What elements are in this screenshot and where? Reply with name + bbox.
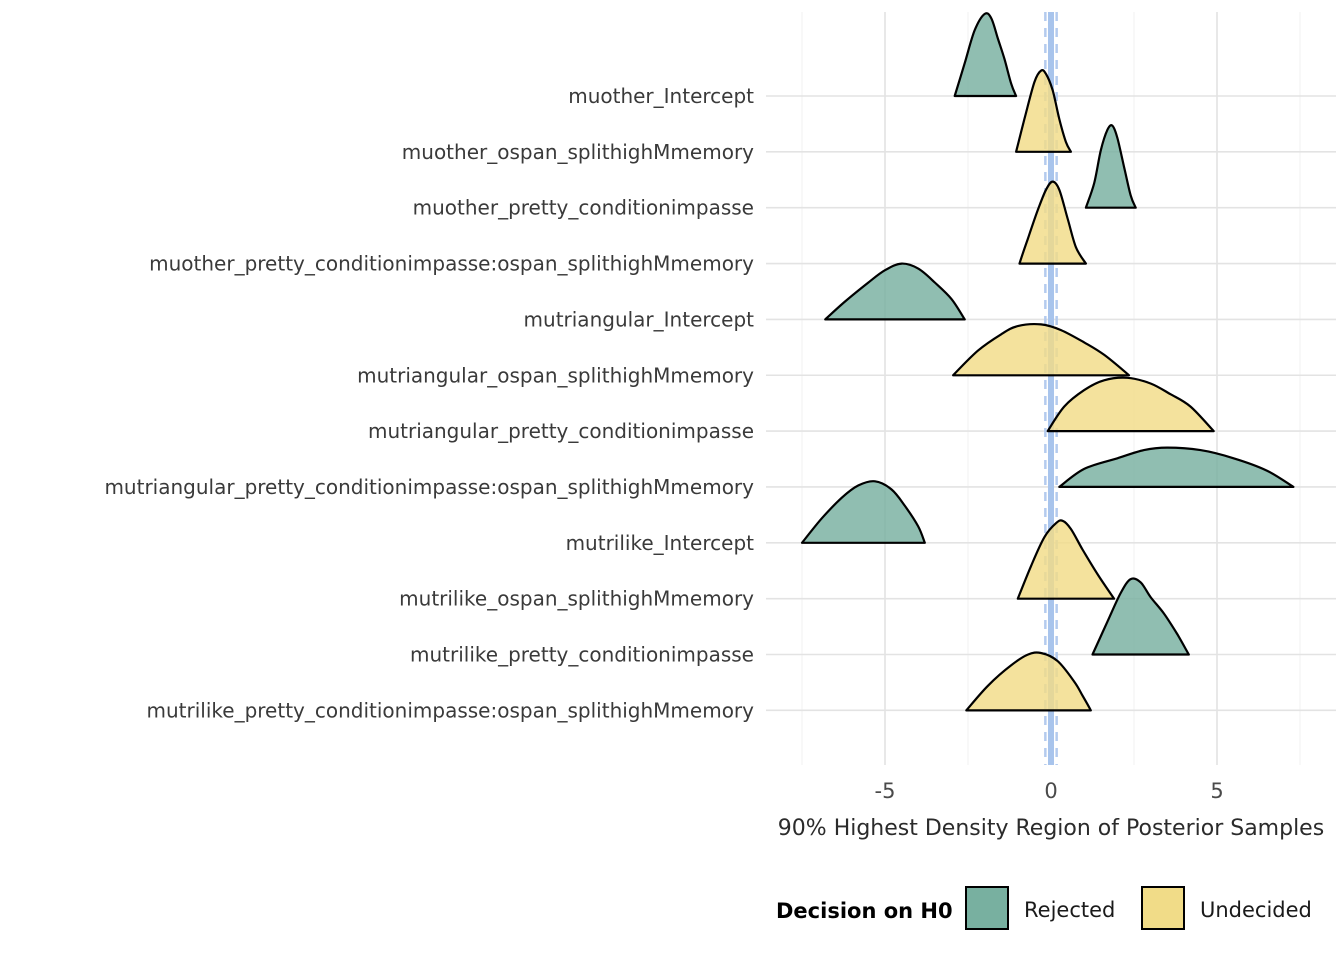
legend-items: Rejected Undecided — [965, 886, 1312, 930]
density-ridges — [800, 12, 1295, 712]
y-axis-label: mutriangular_pretty_conditionimpasse:osp… — [104, 475, 754, 499]
y-axis-label: mutrilike_pretty_conditionimpasse — [410, 643, 754, 667]
x-tick-label: -5 — [875, 779, 896, 803]
x-axis-ticks: -5 0 5 — [875, 779, 1224, 803]
legend: Decision on H0 Rejected Undecided — [776, 886, 1312, 930]
y-axis-label: mutriangular_ospan_splithighMmemory — [357, 363, 754, 387]
x-axis-title: 90% Highest Density Region of Posterior … — [778, 816, 1324, 841]
density-ridge — [824, 262, 966, 321]
density-ridge — [1058, 446, 1295, 488]
legend-label: Undecided — [1200, 898, 1312, 922]
density-ridge — [1046, 376, 1215, 433]
x-tick-label: 0 — [1044, 779, 1057, 803]
density-ridge — [952, 323, 1131, 377]
density-ridge — [1091, 577, 1190, 656]
legend-swatch — [965, 886, 1009, 930]
y-axis-label: mutrilike_pretty_conditionimpasse:ospan_… — [147, 698, 755, 722]
y-axis-label: mutriangular_Intercept — [524, 307, 755, 331]
legend-title: Decision on H0 — [776, 899, 953, 923]
y-axis-label: muother_pretty_conditionimpasse — [413, 196, 754, 220]
density-ridge — [1084, 124, 1137, 209]
density-ridge — [1016, 519, 1116, 600]
legend-swatch — [1141, 886, 1185, 930]
y-axis-label: muother_pretty_conditionimpasse:ospan_sp… — [149, 252, 754, 276]
density-ridge — [1018, 180, 1087, 265]
x-tick-label: 5 — [1210, 779, 1223, 803]
y-axis-label: mutriangular_pretty_conditionimpasse — [368, 419, 754, 443]
y-axis-label: mutrilike_ospan_splithighMmemory — [399, 587, 754, 611]
density-ridge — [1015, 69, 1072, 153]
y-axis-label: muother_ospan_splithighMmemory — [402, 140, 754, 164]
density-ridge — [965, 651, 1092, 712]
y-axis-labels: muother_Intercept muother_ospan_splithigh… — [104, 84, 754, 722]
density-ridge — [800, 480, 926, 544]
y-axis-label: muother_Intercept — [568, 84, 754, 108]
y-axis-label: mutrilike_Intercept — [566, 531, 755, 555]
density-ridge — [953, 12, 1018, 98]
legend-label: Rejected — [1024, 898, 1115, 922]
